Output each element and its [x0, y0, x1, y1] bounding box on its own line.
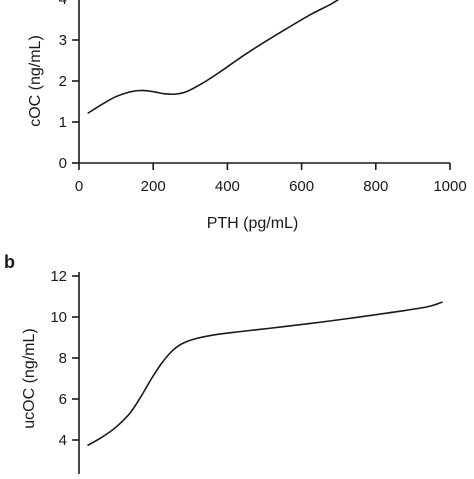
y-tick-label-1: 2	[59, 73, 67, 90]
x-tick-label-1: 600	[289, 178, 314, 195]
y-tick-label-2: 10	[50, 309, 67, 326]
y-tick-label-1: 0	[59, 155, 67, 172]
y-tick-label-2: 8	[59, 350, 67, 367]
panel-label-2: b	[4, 252, 15, 272]
y-axis-title-1: cOC (ng/mL)	[27, 35, 44, 127]
y-tick-label-2: 4	[59, 432, 67, 449]
y-tick-label-1: 3	[59, 32, 67, 49]
series-line-1-1	[87, 0, 340, 114]
y-tick-label-1: 4	[59, 0, 67, 8]
series-line-2-1	[87, 301, 443, 446]
y-tick-label-2: 6	[59, 391, 67, 408]
y-tick-label-1: 1	[59, 114, 67, 131]
x-tick-label-1: 800	[363, 178, 388, 195]
y-axis-title-2: ucOC (ng/mL)	[21, 328, 38, 428]
y-tick-label-2: 12	[50, 268, 67, 285]
x-tick-label-1: 400	[215, 178, 240, 195]
x-axis-title-1: PTH (pg/mL)	[207, 215, 299, 232]
x-tick-label-1: 200	[141, 178, 166, 195]
x-tick-label-1: 1000	[433, 178, 466, 195]
x-tick-label-1: 0	[75, 178, 83, 195]
